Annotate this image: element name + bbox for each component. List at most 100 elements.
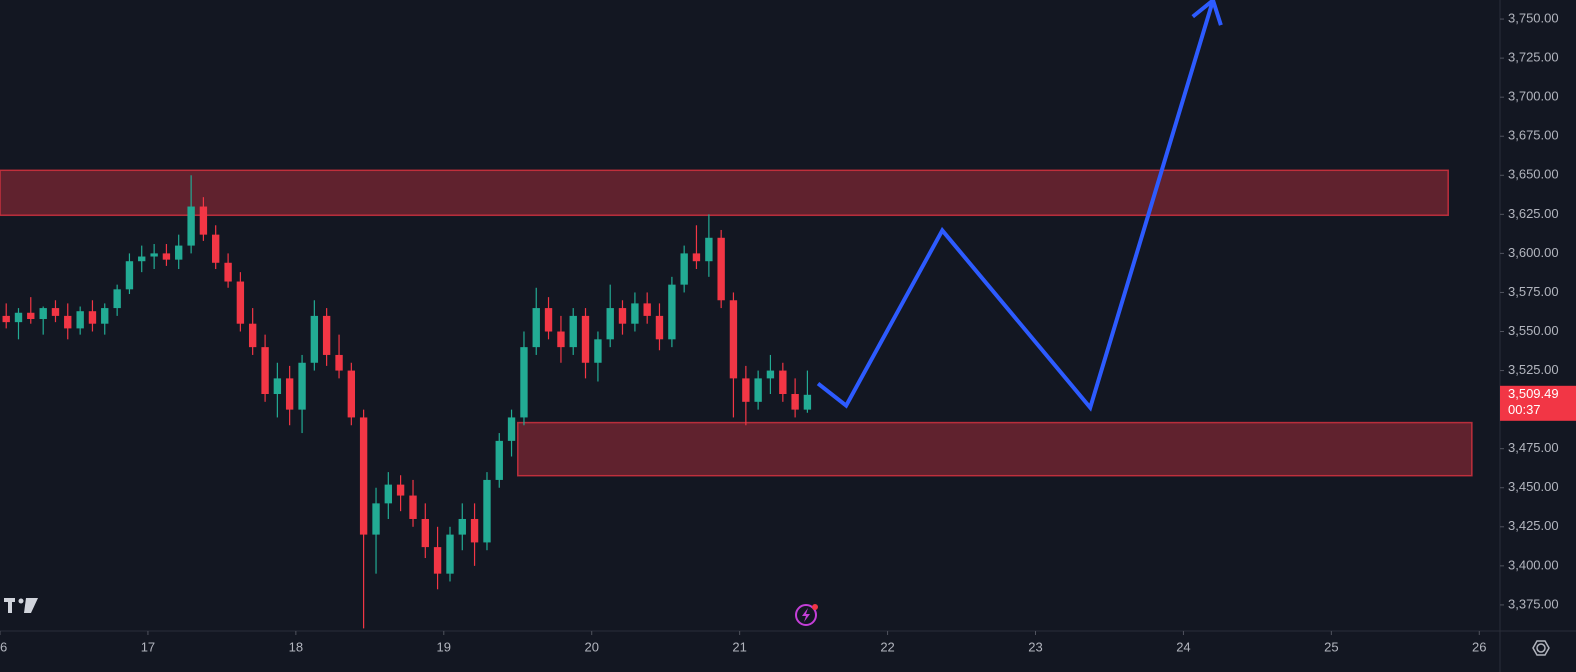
y-tick-label: 3,700.00 [1508,89,1559,104]
candle-body [655,315,664,340]
candle-body [779,370,787,395]
candle-body [618,308,627,324]
candle-body [803,394,812,410]
candle-body [236,281,245,324]
candle-body [569,315,577,348]
candle-body [248,323,257,348]
candle-body [692,253,701,262]
candle-body [544,308,553,332]
candle-body [113,289,121,309]
candle-body [101,308,109,324]
candle-body [64,315,72,329]
x-tick-label: 19 [437,639,451,654]
candle-body [557,331,565,348]
candle-body [594,339,602,363]
candle-body [729,300,738,379]
candle-body [125,261,134,290]
x-tick-label: 18 [289,639,303,654]
zone [517,421,1473,477]
icon-bolt [802,608,810,622]
candle-body [680,253,688,285]
y-tick-label: 3,750.00 [1508,10,1559,25]
candle-body [187,206,195,246]
x-tick-label: 23 [1028,639,1042,654]
candle-body [285,378,294,410]
y-tick-label: 3,600.00 [1508,245,1559,260]
candle-body [39,308,47,320]
candle-body [507,417,516,441]
candle-body [606,308,614,340]
candle-body [175,245,183,260]
x-tick-label: 16 [0,639,7,654]
candle-body [668,284,676,340]
candle-body [162,253,171,260]
candle-body [458,518,466,535]
candle-body [27,312,35,320]
y-tick-label: 3,625.00 [1508,206,1559,221]
logo-part [18,598,24,604]
candle-body [791,394,799,410]
settings-icon[interactable] [1532,640,1550,656]
candle-body [224,262,232,282]
projection-arrowhead [1191,0,1223,26]
candle-body [705,237,713,262]
last-price-box [1500,385,1576,421]
candle-body [495,440,503,480]
lightning-icon[interactable] [795,604,818,626]
candle-body [581,315,590,363]
last-price-label: 3,509.49 [1508,386,1559,401]
countdown-label: 00:37 [1508,402,1541,417]
logo-part [24,598,38,613]
candle-body [322,315,331,355]
candle-body [335,354,343,371]
y-tick-label: 3,575.00 [1508,284,1559,299]
candle-body [483,479,491,543]
candle-body [631,303,639,324]
candle-body [396,484,405,496]
x-tick-label: 21 [732,639,746,654]
candle-body [310,315,319,363]
candle-body [347,370,356,418]
y-tick-label: 3,375.00 [1508,596,1559,611]
candle-body [2,315,10,323]
candle-body [199,206,208,235]
candle-body [150,253,158,257]
candle-body [138,256,146,262]
zone [0,169,1449,217]
y-tick-label: 3,650.00 [1508,167,1559,182]
y-tick-label: 3,550.00 [1508,323,1559,338]
candle-body [88,311,97,324]
candle-body [742,378,750,402]
x-tick-label: 20 [584,639,598,654]
candle-body [754,378,762,402]
candle-body [211,234,220,263]
candle-body [433,547,442,574]
tradingview-logo[interactable] [4,598,38,613]
candle-body [766,370,775,379]
y-tick-label: 3,400.00 [1508,557,1559,572]
y-tick-label: 3,525.00 [1508,362,1559,377]
y-tick-label: 3,425.00 [1508,518,1559,533]
candle-body [261,347,269,395]
x-tick-label: 24 [1176,639,1190,654]
candle-body [298,362,306,410]
y-tick-label: 3,450.00 [1508,479,1559,494]
candle-body [273,378,282,395]
candle-body [409,495,417,519]
x-tick-label: 26 [1472,639,1486,654]
candle-body [14,312,23,323]
icon-dot [812,604,818,610]
y-tick-label: 3,675.00 [1508,128,1559,143]
candle-body [532,308,540,348]
candle-body [372,503,380,535]
candle-body [421,518,429,548]
x-tick-label: 17 [141,639,155,654]
candle-body [76,311,84,329]
y-tick-label: 3,725.00 [1508,50,1559,65]
candle-body [51,308,60,316]
projection-line [816,0,1215,412]
candle-body [384,484,392,504]
icon-gear [1532,640,1550,656]
plot-area: 3,375.00 3,400.00 3,425.00 3,450.00 3,475.00… [0,0,1559,629]
